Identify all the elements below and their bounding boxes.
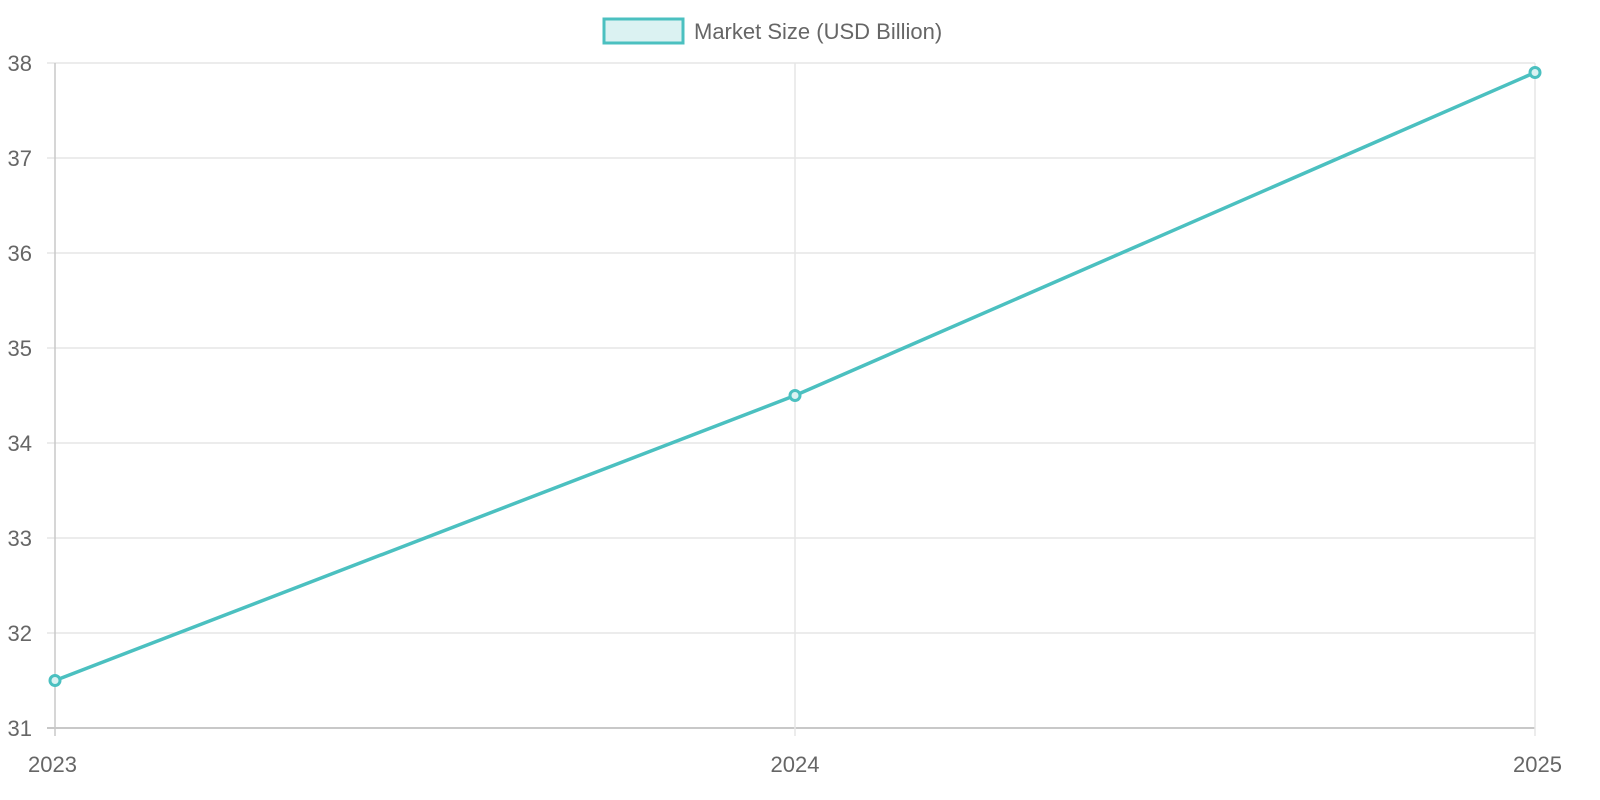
x-axis: 2023 2024 2025	[28, 752, 1562, 777]
y-tick-label: 32	[8, 621, 32, 646]
y-tick-label: 33	[8, 526, 32, 551]
grid-lines	[47, 62, 1536, 736]
x-tick-label: 2024	[771, 752, 820, 777]
legend-label: Market Size (USD Billion)	[694, 19, 942, 44]
y-tick-label: 31	[8, 716, 32, 741]
legend[interactable]: Market Size (USD Billion)	[602, 17, 942, 45]
y-tick-label: 37	[8, 146, 32, 171]
legend-swatch	[602, 17, 685, 45]
data-point[interactable]	[48, 674, 62, 687]
y-axis: 31 32 33 34 35 36 37 38	[8, 51, 32, 741]
data-point[interactable]	[788, 389, 802, 402]
y-tick-label: 36	[8, 241, 32, 266]
y-tick-label: 34	[8, 431, 32, 456]
x-tick-label: 2023	[28, 752, 77, 777]
y-tick-label: 38	[8, 51, 32, 76]
y-tick-label: 35	[8, 336, 32, 361]
data-series	[48, 66, 1542, 687]
x-tick-label: 2025	[1513, 752, 1562, 777]
data-point[interactable]	[1528, 66, 1542, 79]
